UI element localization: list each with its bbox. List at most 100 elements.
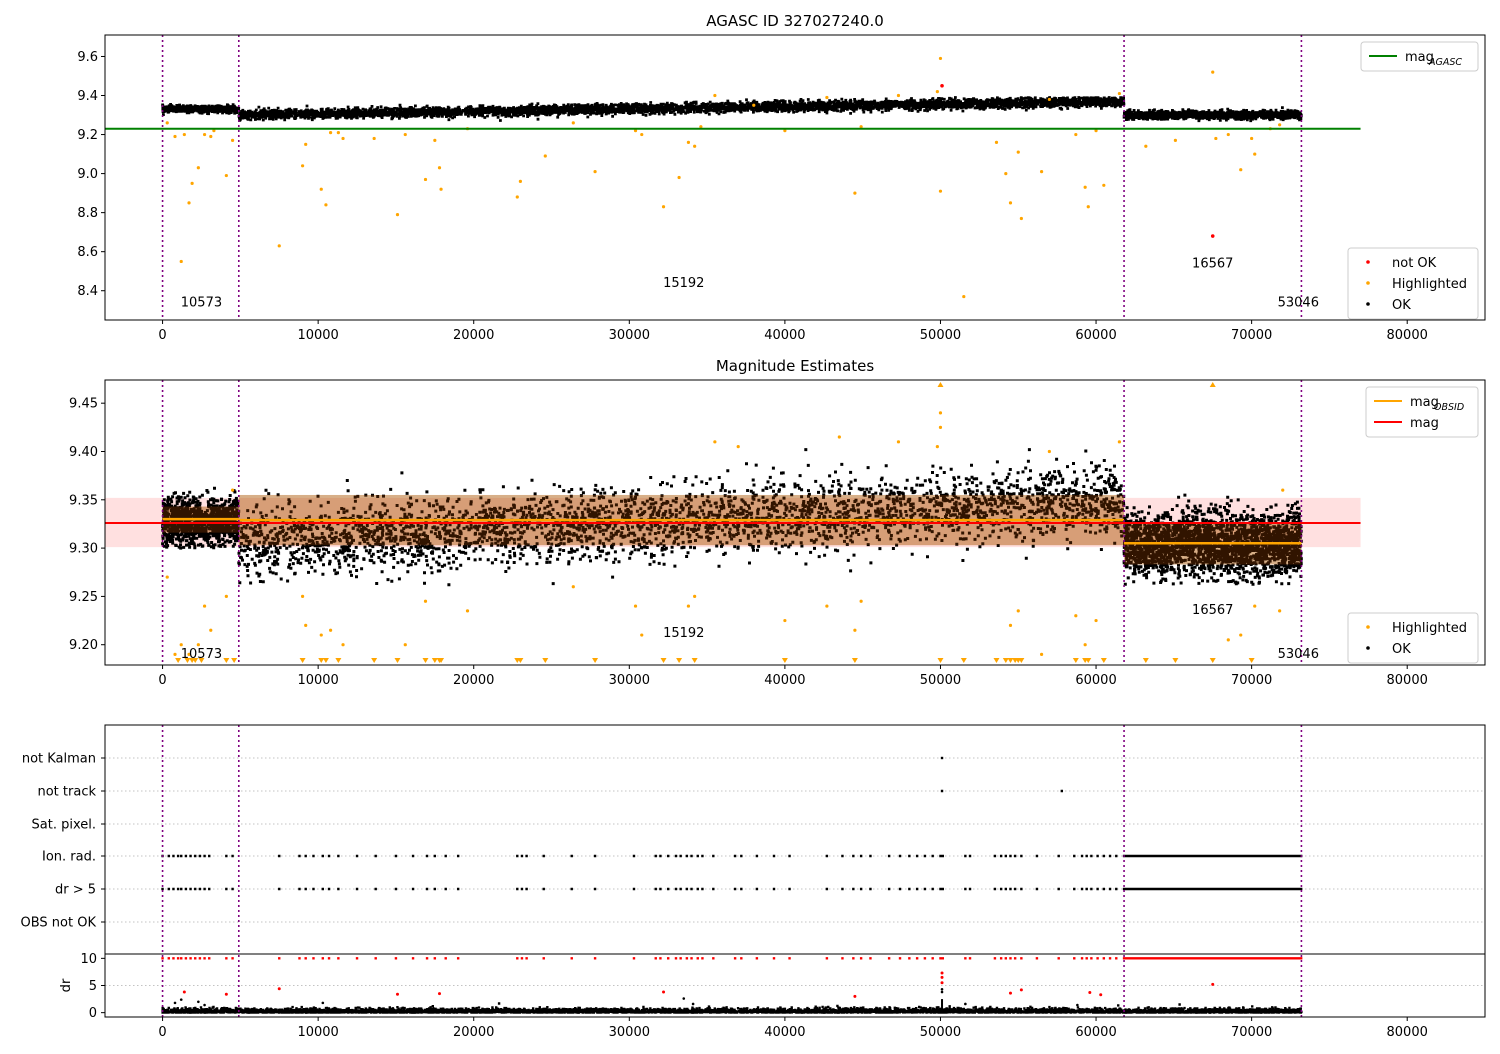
highlighted-point bbox=[1214, 136, 1218, 141]
x-tick-label: 40000 bbox=[764, 1025, 805, 1040]
highlighted-point bbox=[699, 125, 703, 129]
highlighted-point bbox=[1016, 150, 1020, 154]
axes-frame bbox=[104, 34, 1486, 321]
dr-red-point bbox=[662, 990, 666, 994]
highlighted-point bbox=[1047, 449, 1051, 454]
highlighted-point bbox=[935, 90, 939, 94]
legend-label: OK bbox=[1392, 298, 1411, 313]
legend-label: not OK bbox=[1392, 256, 1437, 271]
highlighted-below-range-marker bbox=[322, 658, 329, 663]
highlighted-point bbox=[433, 138, 437, 143]
dr-black-point bbox=[179, 998, 183, 1001]
x-tick-label: 70000 bbox=[1231, 328, 1272, 343]
highlighted-point bbox=[543, 154, 547, 158]
highlighted-point bbox=[518, 179, 523, 184]
legend-box bbox=[1347, 612, 1479, 664]
flag-label: Sat. pixel. bbox=[32, 818, 96, 833]
highlighted-point bbox=[783, 618, 787, 623]
dr-red-point bbox=[1211, 982, 1215, 986]
x-tick-label: 60000 bbox=[1075, 673, 1116, 688]
x-tick-label: 0 bbox=[158, 328, 166, 343]
x-tick-label: 40000 bbox=[764, 328, 805, 343]
not-ok-point bbox=[940, 83, 944, 88]
highlighted-below-range-marker bbox=[1007, 658, 1014, 663]
highlighted-point bbox=[1239, 633, 1243, 637]
dr-tick-label: 5 bbox=[89, 979, 97, 994]
obsid-label: 16567 bbox=[1192, 256, 1233, 271]
highlighted-point bbox=[938, 411, 943, 415]
highlighted-below-range-marker bbox=[335, 658, 342, 663]
dr-black-point bbox=[203, 1003, 206, 1007]
highlighted-below-range-marker bbox=[1248, 658, 1255, 663]
dr-tick-label: 0 bbox=[89, 1006, 97, 1021]
chart-title: AGASC ID 327027240.0 bbox=[706, 12, 884, 30]
highlighted-below-range-marker bbox=[431, 658, 438, 663]
highlighted-point bbox=[395, 212, 400, 217]
dr-red-point bbox=[1099, 993, 1103, 997]
legend-point-marker bbox=[1366, 281, 1370, 285]
y-tick-label: 9.45 bbox=[69, 397, 98, 412]
highlighted-point bbox=[752, 103, 756, 107]
ok-points bbox=[161, 448, 1303, 587]
x-tick-label: 80000 bbox=[1387, 1025, 1428, 1040]
highlighted-below-range-marker bbox=[394, 658, 401, 663]
legend-point-marker bbox=[1366, 646, 1370, 650]
highlighted-point bbox=[190, 181, 194, 185]
obsid-label: 15192 bbox=[663, 276, 704, 291]
highlighted-point bbox=[1083, 185, 1087, 189]
x-tick-label: 0 bbox=[158, 1025, 166, 1040]
axes-frame bbox=[104, 724, 1486, 1018]
x-tick-label: 80000 bbox=[1387, 328, 1428, 343]
x-tick-label: 20000 bbox=[453, 673, 494, 688]
highlighted-point bbox=[661, 205, 666, 209]
highlighted-point bbox=[319, 633, 323, 637]
highlighted-point bbox=[196, 166, 200, 170]
y-tick-label: 8.6 bbox=[77, 245, 98, 260]
dr-red-point bbox=[940, 981, 944, 985]
y-tick-label: 9.30 bbox=[69, 542, 98, 557]
highlighted-point bbox=[783, 129, 787, 133]
highlighted-point bbox=[1239, 168, 1243, 172]
highlighted-point bbox=[209, 628, 213, 632]
highlighted-point bbox=[336, 131, 340, 135]
highlighted-point bbox=[423, 599, 428, 603]
dr-black-point bbox=[940, 988, 944, 991]
highlighted-point bbox=[1074, 614, 1078, 618]
y-tick-label: 9.25 bbox=[69, 590, 98, 605]
highlighted-below-range-marker bbox=[184, 658, 191, 663]
legend-box bbox=[1360, 41, 1479, 72]
highlighted-point bbox=[1278, 123, 1282, 127]
highlighted-point bbox=[640, 132, 644, 137]
highlighted-point bbox=[224, 173, 228, 178]
highlighted-point bbox=[1281, 488, 1285, 492]
dr-axis-label: dr bbox=[59, 978, 74, 992]
x-tick-label: 20000 bbox=[453, 1025, 494, 1040]
highlighted-point bbox=[212, 129, 216, 133]
dr-black-point bbox=[1076, 1003, 1079, 1007]
highlighted-point bbox=[1008, 623, 1013, 627]
highlighted-point bbox=[1117, 440, 1121, 444]
legend-box bbox=[1365, 386, 1479, 438]
dr-points bbox=[161, 1002, 1303, 1014]
dr-red-point bbox=[1088, 991, 1092, 995]
highlighted-below-range-marker bbox=[1100, 658, 1107, 663]
dr-black-point bbox=[173, 1001, 177, 1005]
highlighted-point bbox=[825, 95, 829, 100]
legend-label: Highlighted bbox=[1392, 621, 1467, 636]
y-tick-label: 9.4 bbox=[77, 89, 98, 104]
x-tick-label: 0 bbox=[158, 673, 166, 688]
highlighted-point bbox=[1039, 170, 1044, 174]
highlighted-point bbox=[693, 594, 697, 599]
highlighted-point bbox=[202, 132, 207, 137]
highlighted-point bbox=[465, 609, 470, 613]
highlighted-below-range-marker bbox=[223, 658, 230, 663]
highlighted-point bbox=[571, 121, 575, 125]
highlighted-point bbox=[277, 244, 281, 248]
highlighted-point bbox=[633, 129, 638, 133]
x-tick-label: 50000 bbox=[920, 673, 961, 688]
x-tick-label: 60000 bbox=[1075, 328, 1116, 343]
highlighted-below-range-marker bbox=[660, 658, 667, 663]
highlighted-point bbox=[1226, 132, 1230, 137]
dr-black-point bbox=[940, 990, 944, 994]
